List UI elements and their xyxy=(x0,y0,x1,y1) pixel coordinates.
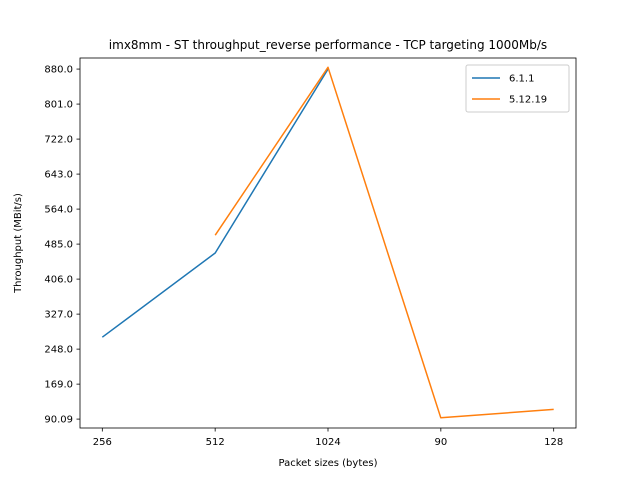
y-tick-label: 880.0 xyxy=(44,65,73,76)
y-tick-label: 564.0 xyxy=(44,205,73,216)
series-line xyxy=(101,68,329,338)
plot-series xyxy=(101,66,554,419)
y-tick-label: 801.0 xyxy=(44,100,73,111)
x-axis: 256 512 1024 90 128 xyxy=(93,428,563,448)
plot-frame xyxy=(79,57,577,429)
y-tick-label: 485.0 xyxy=(44,240,73,251)
x-tick-label: 90 xyxy=(434,437,447,448)
y-tick-label: 327.0 xyxy=(44,310,73,321)
y-tick-label: 90.09 xyxy=(44,415,73,426)
chart-title: imx8mm - ST throughput_reverse performan… xyxy=(109,38,547,52)
y-axis-label: Throughput (MBit/s) xyxy=(13,193,24,294)
legend-label: 5.12.19 xyxy=(509,95,547,106)
x-tick-label: 256 xyxy=(93,437,112,448)
x-tick-label: 512 xyxy=(206,437,225,448)
y-tick-label: 169.0 xyxy=(44,380,73,391)
x-tick-label: 128 xyxy=(544,437,563,448)
y-tick-label: 643.0 xyxy=(44,170,73,181)
y-tick-label: 248.0 xyxy=(44,345,73,356)
x-axis-label: Packet sizes (bytes) xyxy=(278,458,377,469)
legend: 6.1.1 5.12.19 xyxy=(465,64,570,113)
y-tick-label: 406.0 xyxy=(44,275,73,286)
x-tick-label: 1024 xyxy=(315,437,340,448)
y-tick-label: 722.0 xyxy=(44,135,73,146)
legend-box xyxy=(465,64,570,113)
series-line xyxy=(214,66,554,419)
y-axis: 90.09 169.0 248.0 327.0 406.0 485.0 564.0 643.0… xyxy=(44,65,80,426)
legend-label: 6.1.1 xyxy=(509,74,534,85)
